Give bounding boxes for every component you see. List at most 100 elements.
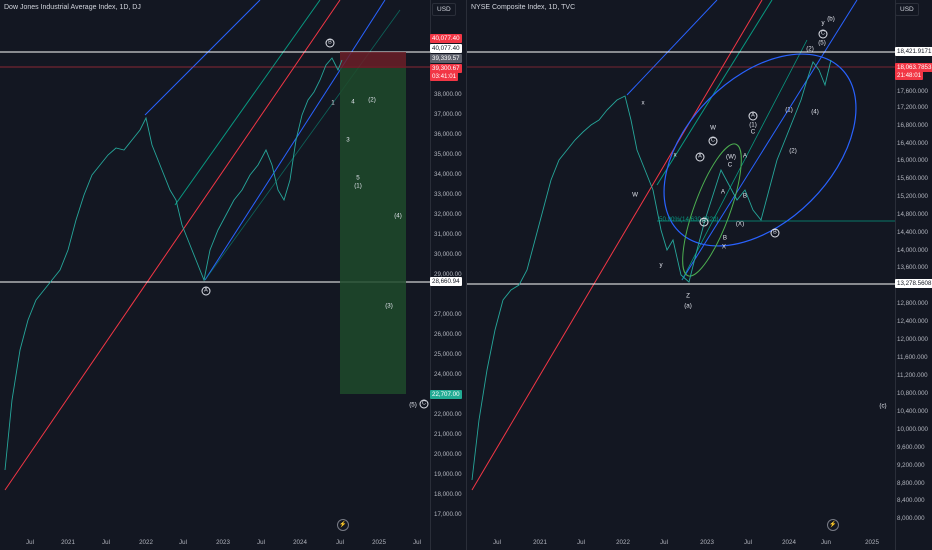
left-y-tick: 24,000.00	[434, 371, 462, 378]
pane-divider[interactable]	[466, 0, 467, 550]
left-x-tick: Jul	[26, 539, 34, 546]
left-chart-title: Dow Jones Industrial Average Index, 1D, …	[4, 4, 141, 11]
wave-label-paren-2: (2)	[368, 96, 376, 104]
left-currency-button[interactable]: USD	[432, 3, 456, 16]
wave-label-4: 4	[351, 98, 355, 106]
left-x-tick: 2024	[293, 539, 307, 546]
right-x-tick: Jul	[493, 539, 501, 546]
nyse-wave-B-circle: B	[699, 217, 709, 227]
right-price-axis[interactable]	[895, 0, 932, 550]
dow-price-series	[4, 57, 343, 471]
left-x-tick: Jul	[179, 539, 187, 546]
dow-chart-canvas[interactable]	[0, 0, 466, 550]
right-y-tick: 10,400.000	[897, 408, 928, 415]
left-flash-icon[interactable]: ⚡	[337, 519, 349, 531]
left-x-tick: 2023	[216, 539, 230, 546]
left-x-tick: 2022	[139, 539, 153, 546]
nyse-wave-2-paren-2: (2)	[789, 147, 797, 155]
stop-zone-rect	[340, 52, 406, 68]
nyse-chart-canvas[interactable]	[467, 0, 932, 550]
right-last-price-tag: 18,063.7853	[895, 63, 932, 72]
nyse-wave-A-small: A	[742, 152, 748, 160]
nyse-wave-C-small-2: C	[727, 161, 733, 169]
left-y-tick: 32,000.00	[434, 211, 462, 218]
left-y-tick: 33,000.00	[434, 191, 462, 198]
wave-label-paren-4: (4)	[394, 212, 402, 220]
right-y-tick: 12,000.000	[897, 336, 928, 343]
right-x-tick: 2022	[616, 539, 630, 546]
nyse-wave-x-2: x	[673, 151, 677, 159]
left-y-tick: 30,000.00	[434, 251, 462, 258]
left-x-tick: Jul	[413, 539, 421, 546]
wave-label-5: 5	[356, 174, 360, 182]
nyse-upper-green-line	[656, 0, 773, 186]
right-flash-icon[interactable]: ⚡	[827, 519, 839, 531]
nyse-wave-W-1: W	[710, 124, 716, 132]
right-y-tick: 16,400.000	[897, 140, 928, 147]
nyse-wave-c-paren: (c)	[879, 402, 887, 410]
pitchfork-upper-blue-line	[144, 0, 261, 116]
pitchfork-lower-blue-line	[204, 0, 386, 281]
left-y-tick: 27,000.00	[434, 311, 462, 318]
nyse-wave-W-2: W	[632, 191, 638, 199]
nyse-wave-X-paren: (X)	[735, 220, 745, 228]
nyse-wave-y-2: y	[659, 261, 663, 269]
left-y-tick: 31,000.00	[434, 231, 462, 238]
nyse-wave-1-paren-2: (1)	[785, 106, 793, 114]
left-x-tick: Jul	[102, 539, 110, 546]
left-y-tick: 22,000.00	[434, 411, 462, 418]
nyse-wave-Z: Z	[686, 292, 690, 300]
nyse-wave-B-small-2: B	[722, 234, 728, 242]
right-currency-button[interactable]: USD	[895, 3, 919, 16]
wave-label-paren-1: (1)	[354, 182, 362, 190]
nyse-wave-X-small: X	[721, 243, 727, 251]
right-y-tick: 8,400.000	[897, 497, 925, 504]
left-y-tick: 37,000.00	[434, 111, 462, 118]
right-x-tick: 2025	[865, 539, 879, 546]
left-y-tick: 38,000.00	[434, 91, 462, 98]
left-target-tag: 22,707.00	[430, 390, 462, 399]
left-high-tag-2: 40,077.40	[430, 44, 462, 53]
left-y-tick: 29,000.00	[434, 271, 462, 278]
nyse-chart-pane[interactable]: NYSE Composite Index, 1D, TVC USD 17,600…	[467, 0, 932, 550]
wave-label-3: 3	[346, 136, 350, 144]
nyse-wave-4-paren: (4)	[811, 108, 819, 116]
left-high-tag: 40,077.40	[430, 34, 462, 43]
wave-label-A-circle: A	[201, 286, 211, 296]
left-y-tick: 34,000.00	[434, 171, 462, 178]
right-y-tick: 17,600.000	[897, 88, 928, 95]
pitchfork-median-red-line	[4, 0, 341, 491]
right-x-tick: Jul	[744, 539, 752, 546]
left-price-axis[interactable]	[430, 0, 466, 550]
nyse-inner-green-line	[681, 39, 808, 281]
right-chart-title: NYSE Composite Index, 1D, TVC	[471, 4, 576, 11]
nyse-wave-W-paren: (W)	[726, 153, 736, 161]
dow-jones-chart-pane[interactable]: Dow Jones Industrial Average Index, 1D, …	[0, 0, 466, 550]
right-y-tick: 12,400.000	[897, 318, 928, 325]
left-x-tick: 2021	[61, 539, 75, 546]
right-y-tick: 14,400.000	[897, 229, 928, 236]
left-y-tick: 35,000.00	[434, 151, 462, 158]
left-y-tick: 19,000.00	[434, 471, 462, 478]
nyse-lower-blue-line	[681, 0, 858, 281]
nyse-wave-a-paren: (a)	[684, 302, 692, 310]
right-x-tick: Jul	[660, 539, 668, 546]
left-x-tick: 2025	[372, 539, 386, 546]
right-y-tick: 14,000.000	[897, 247, 928, 254]
wave-label-1: 1	[331, 99, 335, 107]
wave-label-C-circle: C	[419, 399, 429, 409]
right-x-tick: Jun	[821, 539, 831, 546]
left-y-tick: 21,000.00	[434, 431, 462, 438]
right-y-tick: 9,600.000	[897, 444, 925, 451]
left-x-tick: Jul	[257, 539, 265, 546]
right-x-tick: Jul	[577, 539, 585, 546]
left-y-tick: 17,000.00	[434, 511, 462, 518]
nyse-green-ellipse	[682, 143, 742, 277]
left-last-price-tag: 39,300.67	[430, 64, 462, 73]
right-x-tick: 2024	[782, 539, 796, 546]
nyse-wave-y: y	[821, 19, 825, 27]
left-y-tick: 36,000.00	[434, 131, 462, 138]
right-x-tick: 2023	[700, 539, 714, 546]
nyse-wave-5-paren: (5)	[818, 39, 826, 47]
nyse-price-series	[471, 59, 832, 481]
